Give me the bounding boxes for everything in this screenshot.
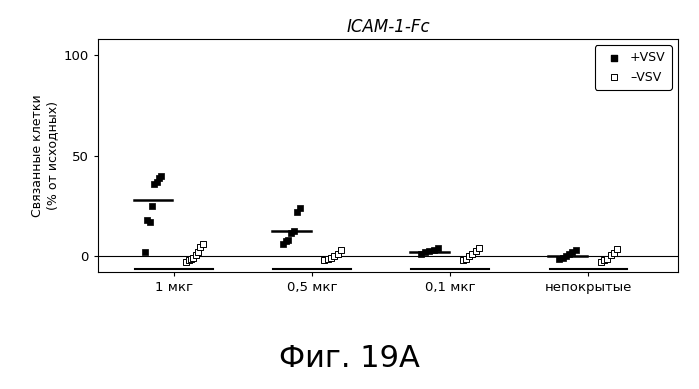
Point xyxy=(561,253,572,259)
Point xyxy=(192,249,203,255)
Point xyxy=(195,244,206,250)
Point xyxy=(605,252,617,258)
Point xyxy=(156,173,167,179)
Point xyxy=(570,247,582,253)
Point xyxy=(289,228,300,234)
Y-axis label: Связанные клетки
(% от исходных): Связанные клетки (% от исходных) xyxy=(31,94,59,217)
Point xyxy=(180,259,192,265)
Point xyxy=(457,257,468,263)
Point xyxy=(190,252,201,258)
Text: Фиг. 19А: Фиг. 19А xyxy=(279,344,420,373)
Point xyxy=(151,179,162,185)
Point xyxy=(183,257,194,263)
Point xyxy=(322,256,333,262)
Point xyxy=(283,237,294,243)
Point xyxy=(424,248,435,254)
Point xyxy=(149,180,160,187)
Point xyxy=(563,251,575,257)
Point xyxy=(336,247,347,253)
Point xyxy=(428,247,439,253)
Point xyxy=(554,256,565,262)
Point xyxy=(326,255,337,261)
Point xyxy=(332,251,343,257)
Point xyxy=(185,256,196,262)
Point xyxy=(612,246,623,252)
Point xyxy=(602,256,613,262)
Point xyxy=(278,241,289,247)
Point xyxy=(432,245,443,251)
Point xyxy=(139,249,150,255)
Point xyxy=(329,253,340,259)
Point xyxy=(144,219,155,225)
Point xyxy=(598,257,610,263)
Point xyxy=(463,253,475,259)
Point xyxy=(319,257,330,263)
Point xyxy=(567,249,578,255)
Point xyxy=(291,209,303,215)
Point xyxy=(286,230,297,236)
Point xyxy=(470,248,482,254)
Point xyxy=(294,205,305,211)
Point xyxy=(154,175,165,181)
Legend: +VSV, –VSV: +VSV, –VSV xyxy=(595,45,672,90)
Point xyxy=(280,238,291,244)
Title: ICAM-1-Fc: ICAM-1-Fc xyxy=(346,18,430,36)
Point xyxy=(467,251,478,257)
Point xyxy=(146,203,157,209)
Point xyxy=(460,256,471,262)
Point xyxy=(595,259,606,265)
Point xyxy=(197,241,208,247)
Point xyxy=(419,249,431,255)
Point xyxy=(608,250,619,256)
Point xyxy=(473,245,484,251)
Point xyxy=(188,255,199,261)
Point xyxy=(415,251,426,257)
Point xyxy=(557,255,568,261)
Point xyxy=(142,217,153,223)
